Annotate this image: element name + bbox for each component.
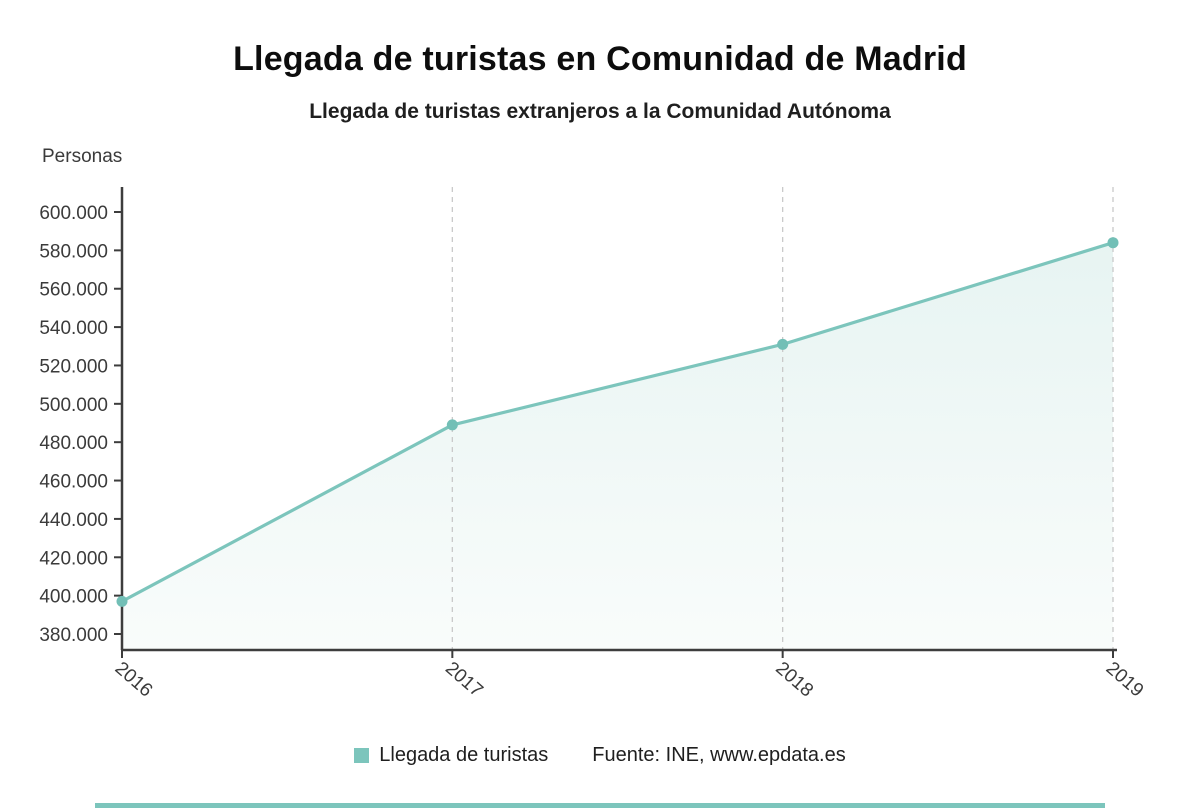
x-tick-label: 2019 xyxy=(1102,658,1148,702)
y-tick-label: 540.000 xyxy=(39,318,108,339)
data-point xyxy=(777,338,789,350)
data-point xyxy=(1107,237,1119,249)
legend-swatch-icon xyxy=(354,748,370,763)
x-tick-label: 2016 xyxy=(111,658,157,702)
data-point xyxy=(116,595,128,607)
line-chart: 380.000 400.000 420.000 440.000 460.000 480.0… xyxy=(39,187,1148,702)
legend: Llegada de turistas Fuente: INE, www.epd… xyxy=(0,744,1200,767)
chart-title: Llegada de turistas en Comunidad de Madr… xyxy=(233,40,967,78)
y-tick-label: 480.000 xyxy=(39,433,108,454)
y-axis-unit-label: Personas xyxy=(42,146,123,167)
y-tick-label: 520.000 xyxy=(39,356,108,377)
footer-accent-bar xyxy=(95,803,1105,808)
y-tick-label: 380.000 xyxy=(39,625,108,646)
series-line xyxy=(120,241,1115,603)
y-tick-label: 600.000 xyxy=(39,203,108,224)
chart-subtitle: Llegada de turistas extranjeros a la Com… xyxy=(309,100,891,123)
y-tick-label: 440.000 xyxy=(39,510,108,531)
y-tick-label: 420.000 xyxy=(39,548,108,569)
y-tick-label: 500.000 xyxy=(39,395,108,416)
y-tick-label: 560.000 xyxy=(39,280,108,301)
area-fill xyxy=(122,242,1113,650)
source-text: Fuente: INE, www.epdata.es xyxy=(592,744,846,766)
x-tick-label: 2018 xyxy=(771,658,817,702)
x-tick-label: 2017 xyxy=(441,658,487,702)
y-tick-label: 460.000 xyxy=(39,472,108,493)
y-tick-label: 580.000 xyxy=(39,241,108,262)
y-tick-label: 400.000 xyxy=(39,587,108,608)
legend-series-label: Llegada de turistas xyxy=(379,744,549,766)
data-point xyxy=(446,419,458,431)
